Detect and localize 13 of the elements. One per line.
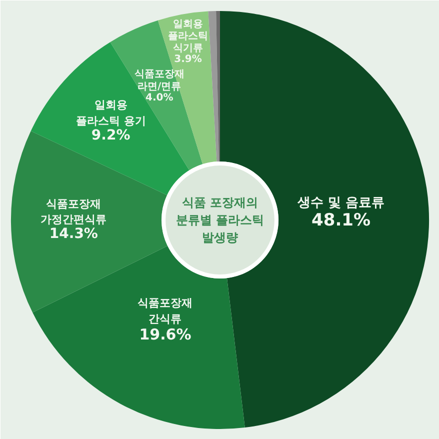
slice-label: 일회용 플라스틱 식기류 [168,18,208,54]
slice-label: 식품포장재 간식류 [138,296,193,326]
data-label: 9.2% [91,127,130,144]
slice-label: 식품포장재 가정간편식류 [40,198,107,226]
slice-label: 일회용 플라스틱 용기 [76,98,146,128]
data-label: 14.3% [49,226,98,242]
data-label: 4.0% [145,92,174,104]
slice-label: 생수 및 음료류 [296,195,385,210]
data-label: 19.6% [139,325,192,344]
slice-label: 식품포장재 라면/면류 [134,69,184,92]
text: 식품 포장재의 분류별 플라스틱 발생량 [176,196,264,244]
data-label: 48.1% [312,210,371,230]
data-label: 3.9% [174,54,202,66]
